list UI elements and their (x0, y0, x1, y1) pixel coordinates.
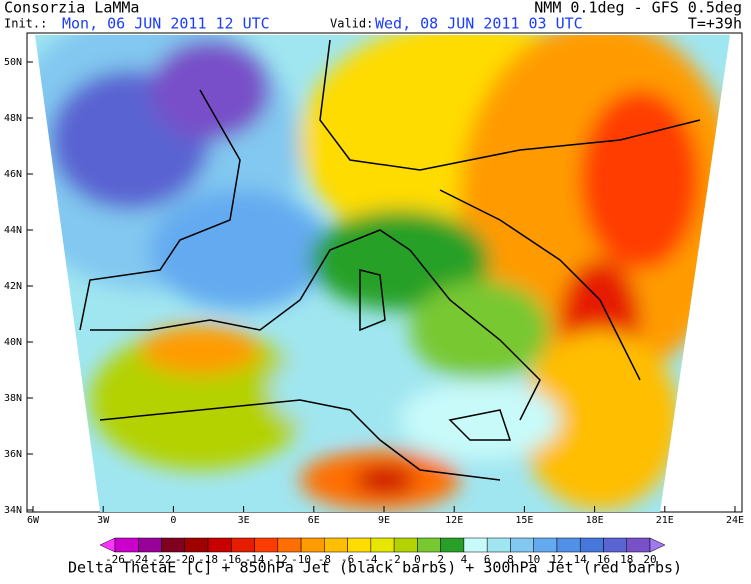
legend-label: 12 (550, 553, 563, 566)
legend-swatch (207, 537, 232, 553)
legend-label: 14 (574, 553, 588, 566)
coastlines (79, 39, 701, 481)
legend-swatch (161, 537, 186, 553)
legend-label: -10 (291, 553, 311, 566)
legend-swatch (277, 537, 302, 553)
lon-label: 3E (238, 515, 250, 526)
legend-label: 20 (643, 553, 656, 566)
lon-label: 9E (378, 515, 390, 526)
legend-end (99, 537, 116, 553)
legend-swatch (300, 537, 325, 553)
legend-label: -24 (128, 553, 148, 566)
legend-label: 0 (414, 553, 421, 566)
title: Consorzia LaMMa (4, 0, 139, 17)
legend-swatch (463, 537, 488, 553)
legend-label: -20 (175, 553, 195, 566)
legend-swatch (393, 537, 418, 553)
init-time: Mon, 06 JUN 2011 12 UTC (62, 15, 270, 33)
legend-label: 16 (597, 553, 610, 566)
legend-label: 2 (437, 553, 444, 566)
lat-label: 36N (4, 449, 22, 460)
legend-swatch (114, 537, 139, 553)
legend-swatch (347, 537, 372, 553)
legend-swatch (231, 537, 255, 553)
legend-swatch (324, 537, 348, 553)
legend-swatch (603, 537, 627, 553)
legend-label: 8 (507, 553, 514, 566)
legend-end (649, 537, 666, 553)
legend-label: -8 (318, 553, 331, 566)
legend-swatch (440, 537, 465, 553)
lon-label: 3W (97, 515, 110, 526)
lat-label: 40N (4, 337, 22, 348)
legend-label: -22 (152, 553, 172, 566)
legend-label: 10 (527, 553, 540, 566)
valid-time: Wed, 08 JUN 2011 03 UTC (375, 15, 583, 33)
valid-label: Valid: (330, 17, 373, 31)
legend-swatch (184, 537, 209, 553)
legend-swatch (626, 537, 651, 553)
legend-swatch (556, 537, 581, 553)
legend-label: -6 (341, 553, 354, 566)
field (35, 35, 730, 512)
legend-swatch (370, 537, 395, 553)
lat-label: 38N (4, 393, 22, 404)
lon-label: 24E (726, 515, 744, 526)
lon-label: 15E (515, 515, 533, 526)
legend-label: -2 (388, 553, 401, 566)
lat-label: 46N (4, 169, 22, 180)
lat-label: 50N (4, 57, 22, 68)
lon-label: 18E (586, 515, 604, 526)
legend-swatch (138, 537, 162, 553)
caption: Delta ThetaE [C] + 850hPa Jet (black bar… (68, 559, 682, 577)
lon-label: 12E (445, 515, 463, 526)
lon-label: 21E (656, 515, 674, 526)
legend-label: 4 (461, 553, 468, 566)
legend-swatch (486, 537, 511, 553)
lat-label: 44N (4, 225, 22, 236)
legend-label: -16 (221, 553, 241, 566)
lat-label: 48N (4, 113, 22, 124)
legend-label: -26 (105, 553, 125, 566)
legend-swatch (579, 537, 604, 553)
lon-label: 6E (308, 515, 320, 526)
legend-label: -12 (268, 553, 288, 566)
lat-label: 34N (4, 505, 22, 516)
init-label: Init.: (4, 17, 47, 31)
legend-label: 18 (620, 553, 633, 566)
lead-time: T=+39h (688, 15, 742, 33)
legend-swatch (417, 537, 441, 553)
lon-label: 6W (27, 515, 40, 526)
legend-label: 6 (484, 553, 491, 566)
legend-label: -14 (245, 553, 265, 566)
legend-swatch (254, 537, 279, 553)
legend-swatch (533, 537, 558, 553)
model: NMM 0.1deg - GFS 0.5deg (534, 0, 742, 17)
lon-label: 0 (170, 515, 176, 526)
legend-swatch (510, 537, 534, 553)
legend-label: -18 (198, 553, 218, 566)
lat-label: 42N (4, 281, 22, 292)
legend-label: -4 (364, 553, 378, 566)
